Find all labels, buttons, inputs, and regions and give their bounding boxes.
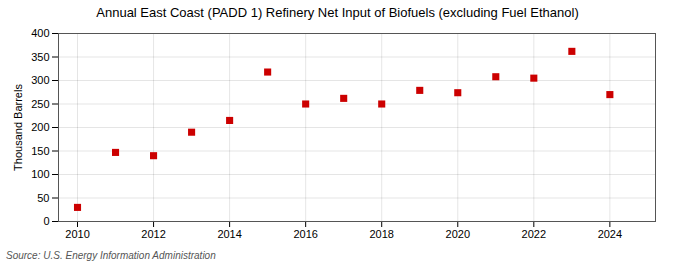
svg-text:2020: 2020 [446,228,470,240]
svg-text:150: 150 [31,145,49,157]
html-text:Annual East Coast (PADD 1) Ref: Annual East Coast (PADD 1) Refinery Net … [96,5,579,20]
svg-text:2010: 2010 [65,228,89,240]
svg-text:Thousand Barrels: Thousand Barrels [12,84,24,171]
html-text:Source: U.S. Energy Informatio: Source: U.S. Energy Information Administ… [6,250,216,261]
svg-text:100: 100 [31,168,49,180]
svg-text:2024: 2024 [598,228,622,240]
svg-text:0: 0 [43,215,49,227]
svg-text:400: 400 [31,27,49,39]
svg-text:250: 250 [31,98,49,110]
svg-text:2016: 2016 [293,228,317,240]
svg-text:2014: 2014 [217,228,241,240]
svg-text:50: 50 [37,192,49,204]
svg-text:350: 350 [31,51,49,63]
svg-text:300: 300 [31,74,49,86]
svg-text:2018: 2018 [369,228,393,240]
svg-text:200: 200 [31,121,49,133]
svg-text:2022: 2022 [522,228,546,240]
svg-text:2012: 2012 [141,228,165,240]
